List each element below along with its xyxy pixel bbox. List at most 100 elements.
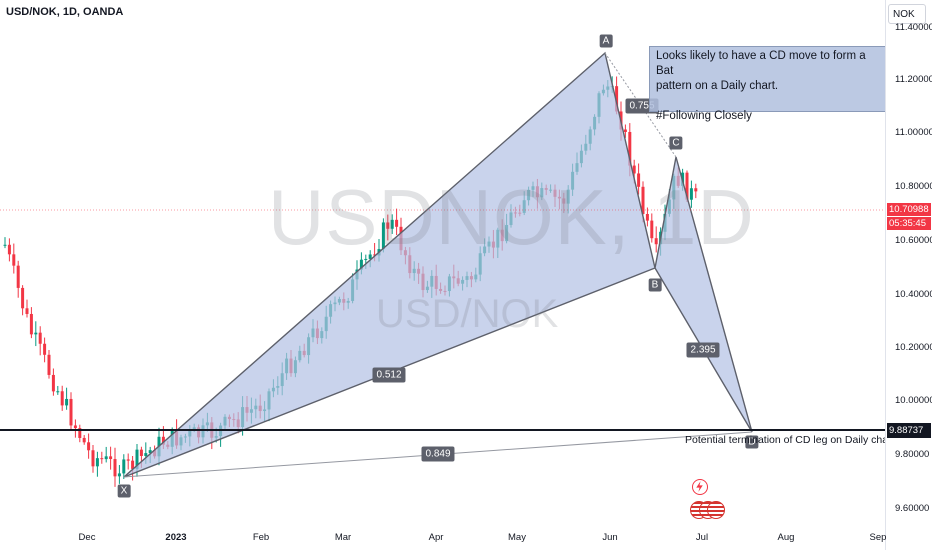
ratio-label-xb: 0.512 xyxy=(372,367,406,383)
candle-body xyxy=(368,254,372,259)
us-flag-icon[interactable] xyxy=(707,501,725,519)
candle-body xyxy=(632,165,636,174)
candle-body xyxy=(395,219,399,227)
time-label: Aug xyxy=(777,532,795,543)
time-label: Apr xyxy=(428,532,444,543)
candle-body xyxy=(623,129,627,132)
harmonic-ac-line xyxy=(604,52,677,158)
candle-body xyxy=(148,450,152,454)
candle-body xyxy=(685,172,689,200)
candle-body xyxy=(390,219,394,229)
candle-body xyxy=(615,86,619,112)
candle-body xyxy=(73,425,77,429)
candle-body xyxy=(139,449,143,456)
note-callout[interactable]: Looks likely to have a CD move to form a… xyxy=(649,46,887,122)
candle-body xyxy=(38,332,42,344)
candle-body xyxy=(654,238,658,245)
candle-body xyxy=(386,222,390,229)
candle-body xyxy=(689,188,693,200)
time-label: Feb xyxy=(252,532,270,543)
ratio-label-xd: 0.849 xyxy=(421,446,455,462)
price-axis[interactable] xyxy=(885,0,932,550)
candle-body xyxy=(65,398,69,406)
candle-body xyxy=(87,442,91,451)
price-tick: 11.40000 xyxy=(895,22,932,33)
price-tick: 9.60000 xyxy=(895,503,930,514)
candle-body xyxy=(144,453,148,456)
candle-body xyxy=(161,436,165,445)
candle-body xyxy=(69,398,73,426)
price-tick: 11.00000 xyxy=(895,127,932,138)
level-price-label: 9.88737 xyxy=(887,423,931,438)
candle-body xyxy=(51,374,55,392)
candle-body xyxy=(21,287,25,309)
candle-body xyxy=(34,332,38,335)
price-tick: 10.20000 xyxy=(895,342,932,353)
candle-body xyxy=(641,186,645,214)
point-label-x: X xyxy=(117,484,131,498)
candle-body xyxy=(650,220,654,239)
harmonic-xab-triangle[interactable] xyxy=(123,51,656,478)
candle-body xyxy=(135,449,139,469)
symbol-title[interactable]: USD/NOK, 1D, OANDA xyxy=(6,6,124,18)
ratio-label-bd: 2.395 xyxy=(686,342,720,358)
candle-body xyxy=(12,254,16,266)
candle-body xyxy=(126,459,130,461)
candle-body xyxy=(43,343,47,355)
candle-body xyxy=(3,244,7,246)
candle-body xyxy=(100,458,104,460)
watermark-symbol: USDNOK, 1D xyxy=(268,173,755,261)
candle-body xyxy=(628,131,632,166)
time-label: 2023 xyxy=(165,532,187,543)
point-label-c: C xyxy=(669,136,683,150)
candle-body xyxy=(113,459,117,477)
note-line-3: #Following Closely xyxy=(656,110,752,122)
time-label: Dec xyxy=(78,532,96,543)
point-label-a: A xyxy=(599,34,613,48)
candle-body xyxy=(16,265,20,288)
price-tick: 11.20000 xyxy=(895,74,932,85)
candle-body xyxy=(60,391,64,406)
termination-note[interactable]: Potential termination of CD leg on Daily… xyxy=(685,434,898,446)
time-label: Jun xyxy=(602,532,618,543)
point-label-b: B xyxy=(648,278,662,292)
price-tick: 10.00000 xyxy=(895,395,932,406)
time-label: Mar xyxy=(334,532,352,543)
current-price-label: 10.70988 xyxy=(887,203,931,216)
candle-body xyxy=(364,258,368,260)
candle-body xyxy=(25,308,29,314)
candle-body xyxy=(91,450,95,467)
price-tick: 9.80000 xyxy=(895,449,930,460)
time-label: May xyxy=(508,532,526,543)
candle-body xyxy=(122,459,126,474)
price-tick: 10.80000 xyxy=(895,181,932,192)
time-label: Sep xyxy=(869,532,887,543)
candle-body xyxy=(95,458,99,467)
candle-body xyxy=(56,391,60,393)
note-line-2: pattern on a Daily chart. xyxy=(656,80,779,92)
note-line-1: Looks likely to have a CD move to form a… xyxy=(656,50,866,77)
chart-area[interactable] xyxy=(0,0,885,550)
candle-body xyxy=(29,313,33,335)
candle-body xyxy=(109,456,113,460)
point-label-d: D xyxy=(745,435,759,449)
currency-button[interactable]: NOK xyxy=(888,4,926,24)
time-label: Jul xyxy=(695,532,709,543)
candle-body xyxy=(694,188,698,192)
candle-body xyxy=(117,473,121,477)
candle-body xyxy=(373,254,377,256)
candle-body xyxy=(637,173,641,187)
candle-body xyxy=(7,244,11,255)
candle-body xyxy=(104,456,108,460)
candle-body xyxy=(131,460,135,469)
candle-body xyxy=(645,213,649,221)
price-tick: 10.40000 xyxy=(895,289,932,300)
candle-body xyxy=(47,354,51,375)
candle-body xyxy=(381,222,385,250)
countdown-label: 05:35:45 xyxy=(887,217,931,230)
candle-body xyxy=(78,428,82,438)
lightning-icon[interactable] xyxy=(692,479,708,495)
watermark-pair: USD/NOK xyxy=(376,292,559,336)
candle-body xyxy=(82,437,86,443)
candle-body xyxy=(359,259,363,270)
